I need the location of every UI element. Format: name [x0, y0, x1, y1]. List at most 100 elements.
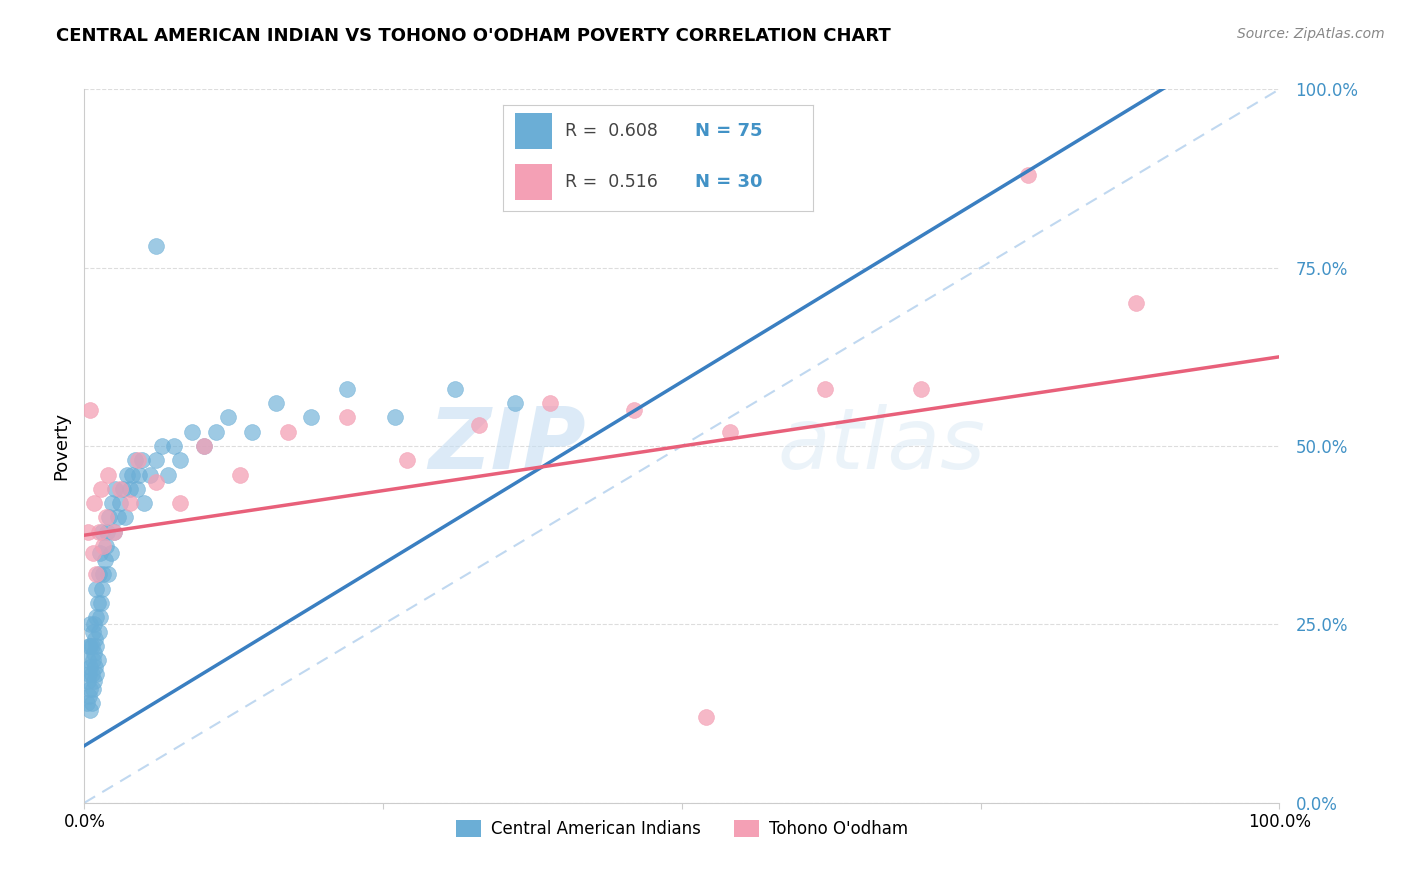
Point — [82, 653, 104, 667]
Point — [86, 582, 108, 596]
Point — [76, 696, 98, 710]
Point — [163, 439, 186, 453]
Point — [205, 425, 228, 439]
Point — [97, 467, 120, 482]
Point — [83, 496, 105, 510]
Point — [301, 410, 323, 425]
Point — [336, 410, 359, 425]
Point — [623, 403, 645, 417]
Point — [82, 624, 104, 639]
Point — [87, 567, 110, 582]
Point — [83, 617, 105, 632]
Point — [77, 667, 100, 681]
Point — [118, 482, 141, 496]
Point — [79, 639, 101, 653]
Point — [80, 667, 103, 681]
Legend: Central American Indians, Tohono O'odham: Central American Indians, Tohono O'odham — [449, 813, 915, 845]
Point — [86, 639, 108, 653]
Point — [84, 660, 107, 674]
Point — [277, 425, 299, 439]
Point — [117, 467, 139, 482]
Point — [193, 439, 215, 453]
Point — [128, 467, 150, 482]
Point — [77, 689, 100, 703]
Point — [82, 681, 104, 696]
Point — [396, 453, 419, 467]
Point — [132, 496, 156, 510]
Point — [150, 439, 173, 453]
Point — [79, 617, 101, 632]
Point — [1125, 296, 1147, 310]
Point — [79, 703, 101, 717]
Point — [93, 567, 115, 582]
Point — [121, 467, 143, 482]
Point — [77, 524, 100, 539]
Point — [384, 410, 406, 425]
Point — [90, 482, 112, 496]
Point — [82, 546, 104, 560]
Point — [695, 710, 717, 724]
Point — [77, 674, 100, 689]
Point — [89, 610, 111, 624]
Point — [145, 239, 167, 253]
Point — [79, 681, 101, 696]
Point — [169, 496, 191, 510]
Point — [127, 453, 149, 467]
Point — [90, 596, 112, 610]
Point — [87, 624, 110, 639]
Point — [910, 382, 932, 396]
Point — [814, 382, 837, 396]
Point — [131, 453, 153, 467]
Point — [84, 632, 107, 646]
Point — [80, 639, 103, 653]
Point — [110, 496, 132, 510]
Text: atlas: atlas — [778, 404, 986, 488]
Point — [94, 539, 117, 553]
Point — [93, 553, 115, 567]
Point — [124, 453, 146, 467]
Point — [181, 425, 204, 439]
Point — [104, 482, 127, 496]
Point — [91, 524, 114, 539]
Point — [86, 610, 108, 624]
Point — [103, 524, 125, 539]
Point — [77, 639, 100, 653]
Point — [114, 510, 136, 524]
Point — [145, 453, 167, 467]
Point — [94, 510, 117, 524]
Point — [79, 660, 101, 674]
Text: Source: ZipAtlas.com: Source: ZipAtlas.com — [1237, 27, 1385, 41]
Point — [444, 382, 467, 396]
Point — [118, 496, 141, 510]
Point — [100, 546, 122, 560]
Point — [97, 567, 120, 582]
Point — [240, 425, 263, 439]
Point — [103, 524, 125, 539]
Point — [1018, 168, 1040, 182]
Point — [145, 475, 167, 489]
Point — [193, 439, 215, 453]
Point — [217, 410, 239, 425]
Point — [83, 646, 105, 660]
Point — [139, 467, 162, 482]
Point — [89, 546, 111, 560]
Point — [86, 596, 108, 610]
Point — [264, 396, 287, 410]
Point — [86, 567, 108, 582]
Point — [718, 425, 741, 439]
Point — [87, 524, 110, 539]
Point — [111, 482, 134, 496]
Point — [229, 467, 252, 482]
Text: ZIP: ZIP — [429, 404, 586, 488]
Point — [157, 467, 180, 482]
Text: CENTRAL AMERICAN INDIAN VS TOHONO O'ODHAM POVERTY CORRELATION CHART: CENTRAL AMERICAN INDIAN VS TOHONO O'ODHA… — [56, 27, 891, 45]
Point — [93, 539, 115, 553]
Point — [336, 382, 359, 396]
Point — [98, 510, 121, 524]
Y-axis label: Poverty: Poverty — [52, 412, 70, 480]
Point — [503, 396, 526, 410]
Point — [169, 453, 191, 467]
Point — [540, 396, 562, 410]
Point — [86, 667, 108, 681]
Point — [86, 653, 108, 667]
